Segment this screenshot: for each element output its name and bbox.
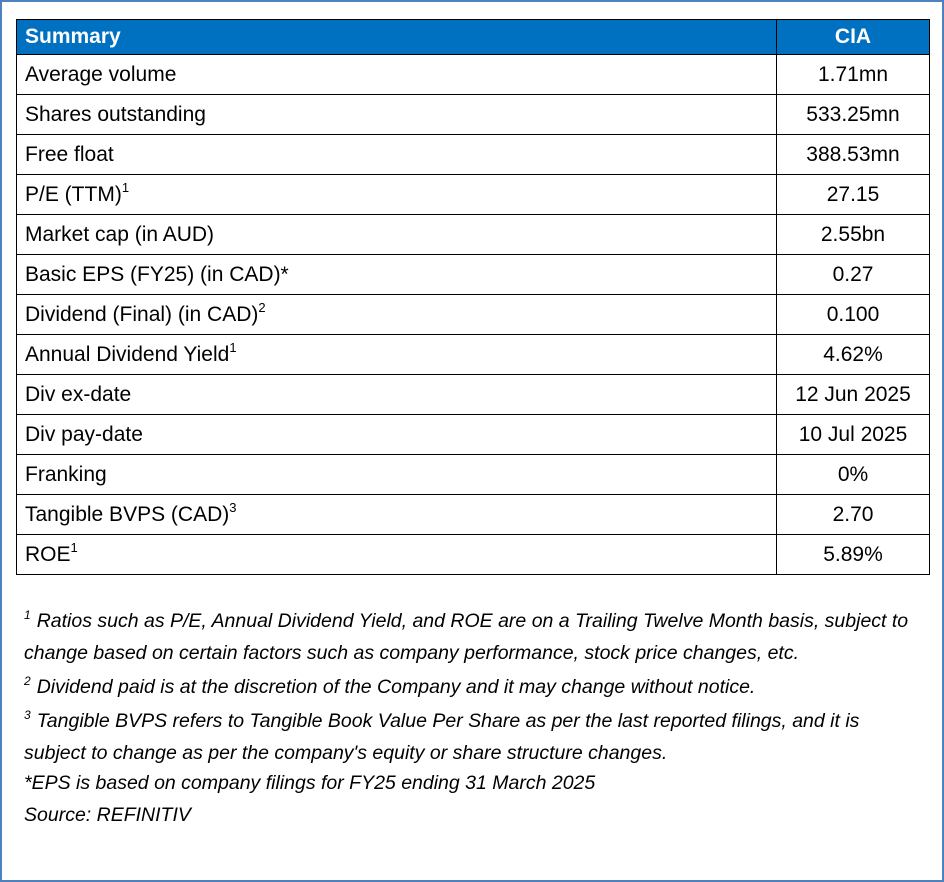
table-row: ROE1 5.89% (16, 534, 930, 575)
footnote-ref: 1 (229, 339, 237, 355)
row-value: 27.15 (826, 182, 880, 206)
value-cell: 10 Jul 2025 (776, 414, 930, 455)
row-label: Franking (25, 462, 107, 486)
label-cell: P/E (TTM)1 (16, 174, 777, 215)
table-row: Div pay-date 10 Jul 2025 (16, 414, 930, 455)
value-cell: 1.71mn (776, 54, 930, 95)
label-cell: Basic EPS (FY25) (in CAD)* (16, 254, 777, 295)
table-row: Average volume 1.71mn (16, 54, 930, 95)
row-label: P/E (TTM) (25, 182, 122, 206)
footnote-ref: 1 (70, 539, 78, 555)
row-value: 1.71mn (817, 62, 889, 86)
label-cell: Div pay-date (16, 414, 777, 455)
row-value: 12 Jun 2025 (795, 382, 911, 406)
footnote-ref: 1 (121, 179, 130, 195)
row-value: 2.55bn (820, 222, 886, 246)
footnotes: 1 Ratios such as P/E, Annual Dividend Yie… (24, 605, 924, 831)
table-row: Franking 0% (16, 454, 930, 495)
header-cell: Summary (16, 19, 777, 55)
row-value: 0% (837, 462, 869, 486)
table-row: P/E (TTM)1 27.15 (16, 174, 930, 215)
value-cell: 12 Jun 2025 (776, 374, 930, 415)
label-cell: Annual Dividend Yield1 (16, 334, 777, 375)
row-value: 533.25mn (806, 102, 900, 126)
row-label: Div ex-date (25, 382, 132, 406)
source: Source: REFINITIV (24, 804, 191, 826)
value-cell: 4.62% (776, 334, 930, 375)
label-cell: Average volume (16, 54, 777, 95)
row-label: Shares outstanding (25, 102, 206, 126)
summary-table: Summary CIA Average volume 1.71mn Shares o… (16, 19, 930, 575)
row-value: 0.27 (832, 262, 874, 286)
table-row: Basic EPS (FY25) (in CAD)* 0.27 (16, 254, 930, 295)
label-cell: ROE1 (16, 534, 777, 575)
row-value: 4.62% (823, 342, 883, 366)
footnote-ref: 3 (229, 499, 237, 515)
header-row: Summary CIA (16, 19, 930, 55)
value-cell: 2.70 (776, 494, 930, 535)
table-row: Free float 388.53mn (16, 134, 930, 175)
label-cell: Market cap (in AUD) (16, 214, 777, 255)
row-label: Tangible BVPS (CAD) (25, 502, 230, 526)
footnote: 1 Ratios such as P/E, Annual Dividend Yie… (24, 605, 924, 669)
value-cell: 2.55bn (776, 214, 930, 255)
value-cell: 533.25mn (776, 94, 930, 135)
label-cell: Franking (16, 454, 777, 495)
label-cell: Free float (16, 134, 777, 175)
value-cell: 0% (776, 454, 930, 495)
footnote-text: Ratios such as P/E, Annual Dividend Yiel… (24, 610, 909, 664)
row-value: 10 Jul 2025 (798, 422, 908, 446)
table-row: Market cap (in AUD) 2.55bn (16, 214, 930, 255)
label-cell: Shares outstanding (16, 94, 777, 135)
footnote-ref: 2 (258, 299, 266, 315)
label-cell: Div ex-date (16, 374, 777, 415)
header-cell: CIA (776, 19, 930, 55)
row-label: Basic EPS (FY25) (in CAD)* (25, 262, 289, 286)
table-row: Shares outstanding 533.25mn (16, 94, 930, 135)
footnote-text: Dividend paid is at the discretion of th… (36, 676, 756, 698)
footnote-marker: 1 (24, 608, 31, 622)
row-label: Free float (25, 142, 114, 166)
value-cell: 0.27 (776, 254, 930, 295)
value-cell: 388.53mn (776, 134, 930, 175)
footnote: 2 Dividend paid is at the discretion of t… (24, 671, 924, 703)
row-label: Annual Dividend Yield (25, 342, 230, 366)
value-cell: 27.15 (776, 174, 930, 215)
footnote-marker: 2 (24, 674, 31, 688)
row-value: 5.89% (823, 542, 883, 566)
footnote-text: Tangible BVPS refers to Tangible Book Va… (24, 710, 860, 764)
row-value: 2.70 (832, 502, 874, 526)
footnote-marker: 3 (24, 708, 31, 722)
row-value: 0.100 (826, 302, 880, 326)
table-body: Summary CIA Average volume 1.71mn Shares o… (16, 19, 930, 575)
row-label: Dividend (Final) (in CAD) (25, 302, 259, 326)
table-row: Div ex-date 12 Jun 2025 (16, 374, 930, 415)
label-cell: Tangible BVPS (CAD)3 (16, 494, 777, 535)
table-row: Tangible BVPS (CAD)3 2.70 (16, 494, 930, 535)
row-label: Average volume (25, 62, 177, 86)
row-label: ROE (25, 542, 71, 566)
row-label: Market cap (in AUD) (25, 222, 215, 246)
footnote: 3 Tangible BVPS refers to Tangible Book V… (24, 705, 924, 769)
row-label: Div pay-date (25, 422, 143, 446)
row-value: 388.53mn (806, 142, 900, 166)
table-row: Dividend (Final) (in CAD)2 0.100 (16, 294, 930, 335)
table-row: Annual Dividend Yield1 4.62% (16, 334, 930, 375)
eps-note: *EPS is based on company filings for FY2… (24, 772, 596, 794)
value-cell: 0.100 (776, 294, 930, 335)
value-cell: 5.89% (776, 534, 930, 575)
label-cell: Dividend (Final) (in CAD)2 (16, 294, 777, 335)
